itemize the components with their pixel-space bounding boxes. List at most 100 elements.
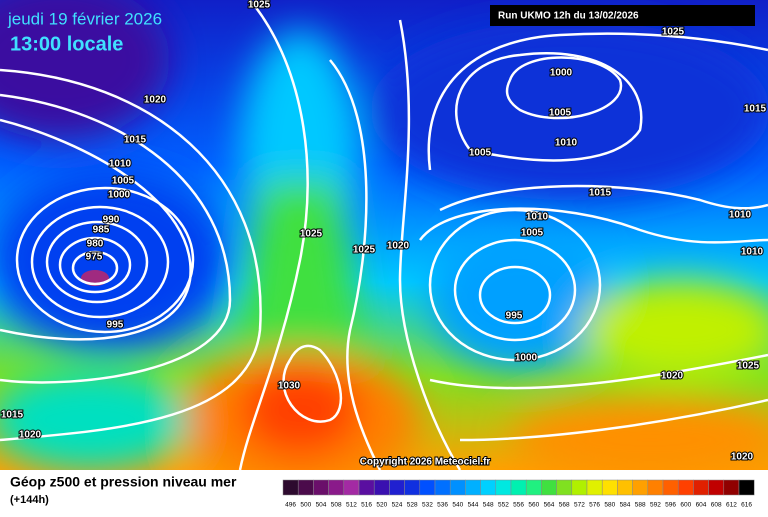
color-swatch xyxy=(556,479,573,496)
color-swatch xyxy=(693,479,709,496)
scale-label: 512 xyxy=(346,502,357,509)
color-swatch xyxy=(510,479,527,496)
date: jeudi 19 février 2026 xyxy=(7,9,162,28)
scale-label: 516 xyxy=(361,502,372,509)
run-box xyxy=(490,5,755,26)
isobar-label: 1010 xyxy=(109,159,132,170)
color-swatch xyxy=(282,479,299,496)
isobar-label: 1005 xyxy=(112,176,135,187)
color-swatch xyxy=(541,479,557,496)
color-swatch xyxy=(480,479,497,496)
isobar-label: 975 xyxy=(86,252,103,263)
scale-label: 528 xyxy=(407,502,418,509)
color-swatch xyxy=(586,479,603,496)
scale-label: 496 xyxy=(285,502,296,509)
scale-label: 524 xyxy=(392,502,403,509)
isobar-label: 1010 xyxy=(526,212,549,223)
isobar-label: 1020 xyxy=(19,430,42,441)
scale-label: 548 xyxy=(483,502,494,509)
time: 13:00 locale xyxy=(10,33,123,55)
color-swatch xyxy=(571,479,588,496)
scale-label: 568 xyxy=(559,502,570,509)
scale-label: 552 xyxy=(498,502,509,509)
scale-label: 572 xyxy=(574,502,585,509)
isobar-label: 1030 xyxy=(278,381,301,392)
scale-label: 592 xyxy=(650,502,661,509)
scale-label: 544 xyxy=(468,502,479,509)
isobar-label: 1015 xyxy=(124,135,147,146)
color-swatch xyxy=(601,479,618,496)
color-swatch xyxy=(419,479,436,496)
color-swatch xyxy=(297,479,314,496)
scale-label: 612 xyxy=(726,502,737,509)
isobar-label: 1020 xyxy=(144,95,167,106)
color-swatch xyxy=(723,479,740,496)
color-swatch xyxy=(495,479,512,496)
color-swatch xyxy=(465,479,481,496)
color-swatch xyxy=(389,479,405,496)
scale-label: 604 xyxy=(696,502,707,509)
color-swatch xyxy=(738,479,755,496)
isobar-label: 985 xyxy=(93,225,110,236)
isobar-label: 1005 xyxy=(521,228,544,239)
isobar-label: 1000 xyxy=(108,190,131,201)
isobar-label: 1015 xyxy=(589,188,612,199)
scale-label: 580 xyxy=(604,502,615,509)
field xyxy=(0,0,768,490)
color-swatch xyxy=(373,479,390,496)
scale-label: 588 xyxy=(635,502,646,509)
scale-label: 520 xyxy=(376,502,387,509)
isobar-label: 1025 xyxy=(353,245,376,256)
scale-label: 600 xyxy=(680,502,691,509)
legend-title: Géop z500 et pression niveau mer xyxy=(10,474,237,490)
run-info: Run UKMO 12h du 13/02/2026 xyxy=(498,11,639,22)
color-swatch xyxy=(677,479,694,496)
scale-label: 536 xyxy=(437,502,448,509)
scale-label: 584 xyxy=(620,502,631,509)
isobar-label: 1010 xyxy=(555,138,578,149)
isobar-label: 1025 xyxy=(662,27,685,38)
scale-label: 608 xyxy=(711,502,722,509)
color-swatch xyxy=(328,479,345,496)
isobar-label: 1015 xyxy=(744,104,767,115)
isobar-label: 990 xyxy=(103,215,120,226)
color-swatch xyxy=(434,479,451,496)
color-swatch xyxy=(617,479,633,496)
isobar-label: 1005 xyxy=(469,148,492,159)
scale-label: 564 xyxy=(544,502,555,509)
color-swatch xyxy=(449,479,466,496)
isobars xyxy=(0,0,768,470)
color-swatch xyxy=(647,479,664,496)
scale-label: 616 xyxy=(741,502,752,509)
isobar-label: 1010 xyxy=(729,210,752,221)
copyright: Copyright 2026 Meteociel.fr xyxy=(360,457,491,468)
color-swatch xyxy=(662,479,679,496)
color-swatch xyxy=(404,479,421,496)
lead-time: (+144h) xyxy=(10,494,49,506)
isobar-label: 1025 xyxy=(248,0,271,11)
isobar-label: 1025 xyxy=(737,361,760,372)
scale-label: 556 xyxy=(513,502,524,509)
isobar-label: 1015 xyxy=(1,410,24,421)
isobar-label: 1020 xyxy=(731,452,754,463)
isobar-label: 1010 xyxy=(741,247,764,258)
scale-label: 532 xyxy=(422,502,433,509)
isobar-label: 995 xyxy=(506,311,523,322)
isobar-label: 1020 xyxy=(661,371,684,382)
scale-label: 508 xyxy=(331,502,342,509)
isobar-label: 1025 xyxy=(300,229,323,240)
color-swatch xyxy=(708,479,725,496)
isobar-label: 1020 xyxy=(387,241,410,252)
isobar-label: 1000 xyxy=(515,353,538,364)
color-swatch xyxy=(313,479,329,496)
scale-label: 596 xyxy=(665,502,676,509)
color-swatch xyxy=(358,479,375,496)
scale-label: 560 xyxy=(528,502,539,509)
isobar-label: 1005 xyxy=(549,108,572,119)
scale-label: 504 xyxy=(316,502,327,509)
scale-label: 500 xyxy=(300,502,311,509)
color-swatch xyxy=(632,479,649,496)
isobar-label: 980 xyxy=(87,239,104,250)
isobar-label: 995 xyxy=(107,320,124,331)
